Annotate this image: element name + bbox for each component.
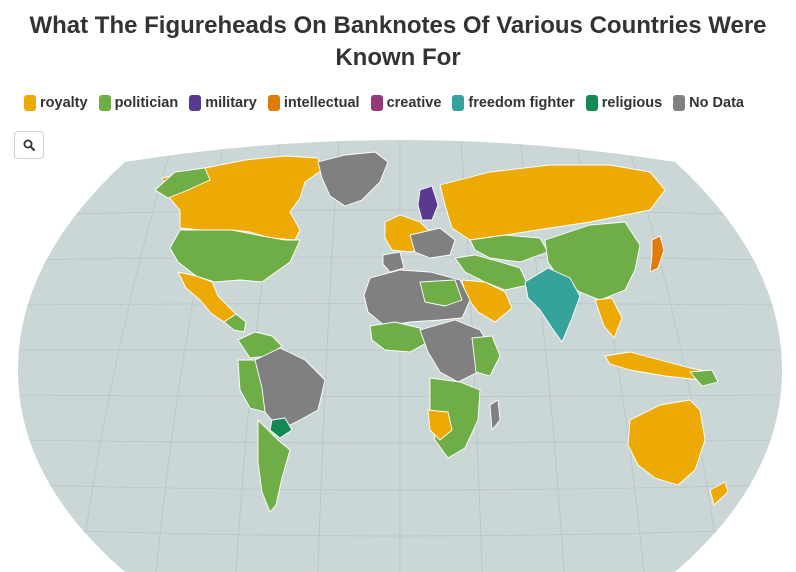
region-southeast-asia xyxy=(594,297,623,339)
region-paraguay xyxy=(269,417,293,439)
legend-swatch-freedom-fighter xyxy=(452,95,465,111)
legend-label: royalty xyxy=(40,95,88,111)
legend: royalty politician military intellectual… xyxy=(24,92,744,114)
legend-label: politician xyxy=(114,95,179,111)
region-japan xyxy=(649,235,665,273)
region-india xyxy=(524,267,581,343)
legend-item-creative[interactable]: creative xyxy=(370,95,442,111)
region-alaska xyxy=(154,167,211,199)
legend-label: freedom fighter xyxy=(468,95,575,111)
legend-swatch-no-data xyxy=(673,95,686,111)
region-peru-bolivia xyxy=(237,359,266,413)
search-button[interactable] xyxy=(14,131,44,159)
region-greenland xyxy=(317,151,389,207)
chart-title: What The Figureheads On Banknotes Of Var… xyxy=(29,12,767,71)
legend-swatch-military xyxy=(189,95,202,111)
region-kazakhstan xyxy=(469,234,549,263)
region-iberia xyxy=(382,251,405,273)
legend-item-intellectual[interactable]: intellectual xyxy=(267,95,360,111)
legend-swatch-politician xyxy=(98,95,111,111)
legend-item-religious[interactable]: religious xyxy=(585,95,663,111)
legend-item-no-data[interactable]: No Data xyxy=(673,95,744,111)
region-argentina xyxy=(257,419,291,513)
legend-swatch-royalty xyxy=(24,95,36,111)
region-australia xyxy=(627,399,706,486)
legend-swatch-intellectual xyxy=(267,95,280,111)
region-east-africa xyxy=(471,335,501,377)
region-new-zealand xyxy=(709,481,729,506)
region-scandinavia xyxy=(417,185,439,221)
region-angola-namibia xyxy=(427,409,453,441)
region-west-africa xyxy=(369,321,429,353)
legend-label: intellectual xyxy=(283,95,360,111)
legend-item-freedom-fighter[interactable]: freedom fighter xyxy=(452,95,575,111)
legend-item-politician[interactable]: politician xyxy=(98,95,179,111)
graticule xyxy=(18,140,782,572)
region-usa xyxy=(169,229,301,283)
legend-label: religious xyxy=(601,95,663,111)
legend-swatch-creative xyxy=(370,95,383,111)
legend-item-military[interactable]: military xyxy=(189,95,257,111)
legend-item-royalty[interactable]: royalty xyxy=(24,95,88,111)
legend-label: military xyxy=(205,95,257,111)
search-icon xyxy=(23,139,35,151)
region-colombia-venezuela xyxy=(237,331,283,359)
legend-label: creative xyxy=(386,95,442,111)
region-new-guinea xyxy=(689,369,719,387)
region-central-america xyxy=(223,313,247,333)
region-madagascar xyxy=(489,399,501,431)
region-russia xyxy=(439,164,666,241)
legend-label: No Data xyxy=(689,95,744,111)
region-egypt-libya xyxy=(419,279,463,307)
legend-swatch-religious xyxy=(585,95,598,111)
region-europe-grey xyxy=(409,227,456,259)
